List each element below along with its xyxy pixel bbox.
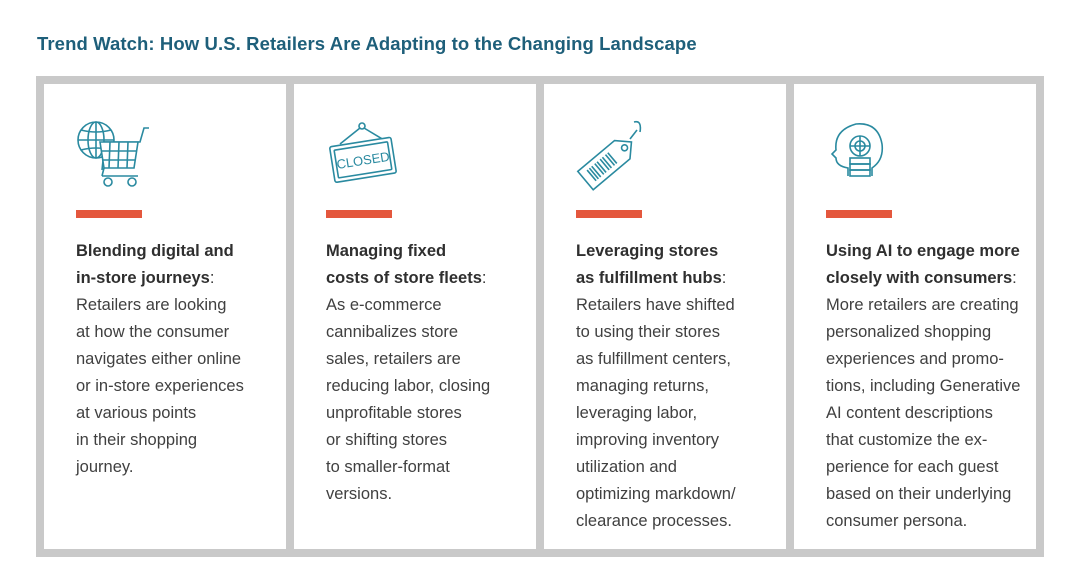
body-line: that customize the ex- xyxy=(826,431,988,449)
body-line: perience for each guest xyxy=(826,458,999,476)
body-line: at how the consumer xyxy=(76,323,230,341)
heading-line: in-store journeys: xyxy=(76,269,215,287)
body-line: clearance processes. xyxy=(576,512,732,530)
body-line: at various points xyxy=(76,404,197,422)
accent-bar xyxy=(76,210,142,218)
closed-sign-icon: CLOSED xyxy=(322,118,402,194)
body-line: consumer persona. xyxy=(826,512,968,530)
ai-head-icon xyxy=(822,118,902,194)
price-tag-barcode-icon xyxy=(572,118,652,194)
body-line: reducing labor, closing xyxy=(326,377,491,395)
panel-heading: Leveraging stores as fulfillment hubs: xyxy=(576,238,782,292)
body-line: optimizing markdown/ xyxy=(576,485,736,503)
panel-body: Retailers are looking at how the consume… xyxy=(76,292,282,481)
heading-line: Managing fixed xyxy=(326,242,447,260)
body-line: journey. xyxy=(76,458,134,476)
accent-bar xyxy=(326,210,392,218)
panel-heading: Using AI to engage more closely with con… xyxy=(826,238,1032,292)
panel-heading: Managing fixed costs of store fleets: xyxy=(326,238,532,292)
body-line: as fulfillment centers, xyxy=(576,350,731,368)
body-line: managing returns, xyxy=(576,377,709,395)
body-line: based on their underlying xyxy=(826,485,1012,503)
body-line: More retailers are creating xyxy=(826,296,1019,314)
globe-shopping-cart-icon xyxy=(72,118,152,194)
panel-body: Retailers have shifted to using their st… xyxy=(576,292,782,535)
panel-body: As e-commerce cannibalizes store sales, … xyxy=(326,292,532,508)
body-line: tions, including Generative xyxy=(826,377,1021,395)
panel-blending-digital: Blending digital and in-store journeys: … xyxy=(44,84,286,549)
body-line: in their shopping xyxy=(76,431,198,449)
panel-managing-fixed-costs: CLOSED Managing fixed costs of store fle… xyxy=(294,84,536,549)
heading-line: Using AI to engage more xyxy=(826,242,1020,260)
panel-body: More retailers are creating personalized… xyxy=(826,292,1032,535)
body-line: Retailers are looking xyxy=(76,296,227,314)
body-line: AI content descriptions xyxy=(826,404,993,422)
body-line: versions. xyxy=(326,485,393,503)
body-line: personalized shopping xyxy=(826,323,992,341)
heading-line: as fulfillment hubs: xyxy=(576,269,727,287)
body-line: utilization and xyxy=(576,458,677,476)
panel-using-ai: Using AI to engage more closely with con… xyxy=(794,84,1036,549)
body-line: As e-commerce xyxy=(326,296,442,314)
panel-fulfillment-hubs: Leveraging stores as fulfillment hubs: R… xyxy=(544,84,786,549)
body-line: leveraging labor, xyxy=(576,404,698,422)
page-title: Trend Watch: How U.S. Retailers Are Adap… xyxy=(37,33,697,54)
panel-heading: Blending digital and in-store journeys: xyxy=(76,238,282,292)
body-line: Retailers have shifted xyxy=(576,296,735,314)
body-line: unprofitable stores xyxy=(326,404,462,422)
heading-line: costs of store fleets: xyxy=(326,269,487,287)
body-line: or shifting stores xyxy=(326,431,448,449)
body-line: to using their stores xyxy=(576,323,720,341)
accent-bar xyxy=(826,210,892,218)
body-line: improving inventory xyxy=(576,431,720,449)
accent-bar xyxy=(576,210,642,218)
body-line: navigates either online xyxy=(76,350,242,368)
panels-frame: Blending digital and in-store journeys: … xyxy=(36,76,1044,557)
body-line: to smaller-format xyxy=(326,458,450,476)
body-line: or in-store experiences xyxy=(76,377,244,395)
heading-line: Leveraging stores xyxy=(576,242,719,260)
body-line: experiences and promo- xyxy=(826,350,1004,368)
heading-line: Blending digital and xyxy=(76,242,234,260)
body-line: cannibalizes store xyxy=(326,323,459,341)
body-line: sales, retailers are xyxy=(326,350,461,368)
heading-line: closely with consumers: xyxy=(826,269,1017,287)
